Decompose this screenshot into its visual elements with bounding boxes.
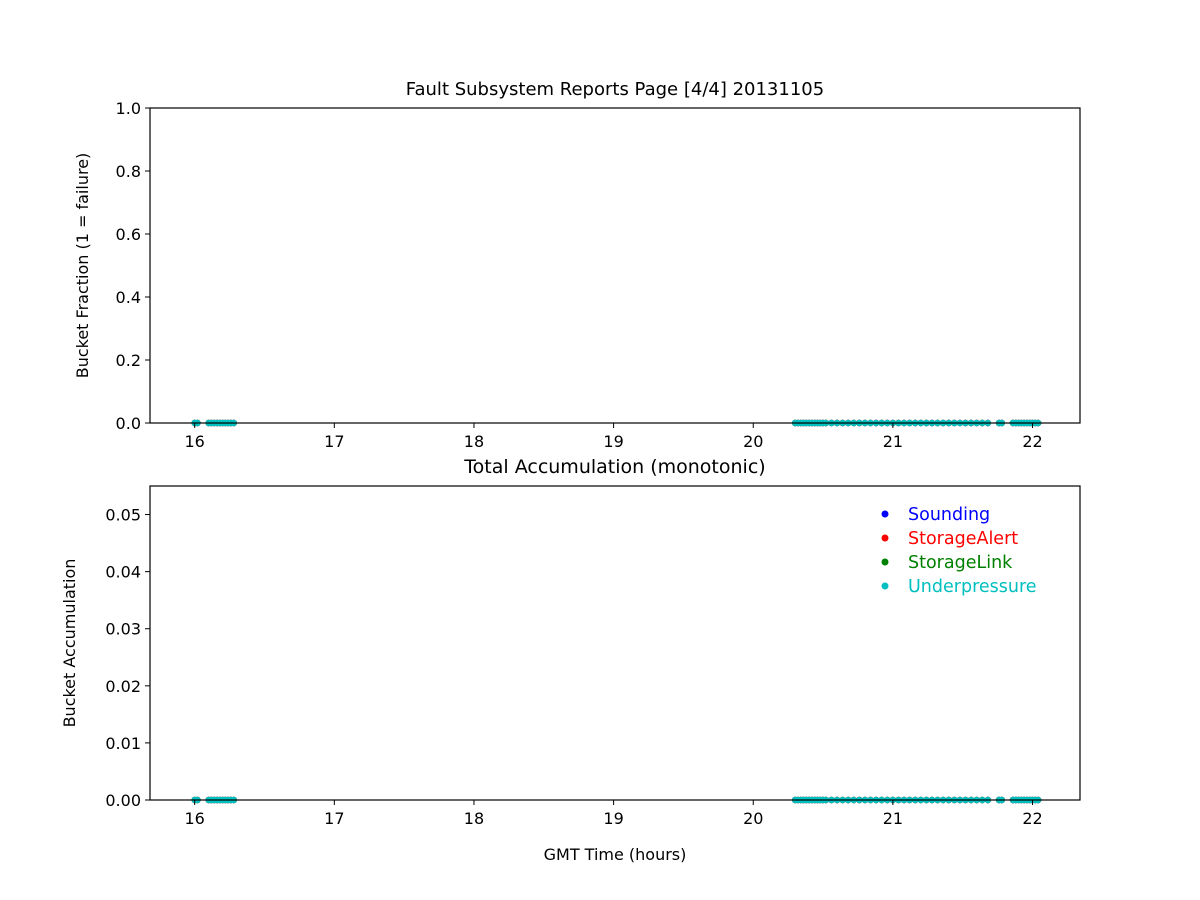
legend-marker [881, 582, 889, 590]
y-tick-label: 0.01 [105, 734, 141, 753]
chart-title: Fault Subsystem Reports Page [4/4] 20131… [406, 79, 824, 100]
x-tick-label: 22 [1022, 432, 1042, 451]
y-tick-label: 0.00 [105, 791, 141, 810]
x-tick-label: 16 [185, 809, 205, 828]
x-tick-label: 21 [883, 432, 903, 451]
legend-marker [881, 534, 889, 542]
y-tick-label: 0.05 [105, 506, 141, 525]
y-axis-label: Bucket Fraction (1 = failure) [73, 153, 92, 379]
x-tick-label: 17 [324, 432, 344, 451]
legend-label: StorageAlert [908, 529, 1018, 549]
y-tick-label: 0.03 [105, 620, 141, 639]
legend-marker [881, 558, 889, 566]
legend: Sounding StorageAlert StorageLink Underpres… [881, 505, 1037, 597]
axes-frame [149, 485, 1081, 801]
x-tick-label: 18 [464, 809, 484, 828]
x-tick-label: 19 [603, 809, 623, 828]
x-axis-label: GMT Time (hours) [544, 845, 687, 864]
x-tick-label: 21 [883, 809, 903, 828]
x-tick-label: 16 [185, 432, 205, 451]
x-tick-label: 20 [743, 432, 763, 451]
y-tick-label: 0.4 [116, 288, 141, 307]
y-tick-label: 0.6 [116, 225, 141, 244]
legend-label: StorageLink [908, 553, 1013, 573]
x-tick-label: 22 [1022, 809, 1042, 828]
y-tick-label: 1.0 [116, 99, 141, 118]
axes-frame [149, 107, 1081, 424]
legend-label: Underpressure [908, 577, 1037, 597]
x-tick-label: 18 [464, 432, 484, 451]
x-tick-label: 20 [743, 809, 763, 828]
x-tick-label: 19 [603, 432, 623, 451]
y-tick-label: 0.04 [105, 563, 141, 582]
x-tick-label: 17 [324, 809, 344, 828]
legend-marker [881, 510, 889, 518]
y-tick-label: 0.2 [116, 351, 141, 370]
y-tick-label: 0.02 [105, 677, 141, 696]
axes-1: Fault Subsystem Reports Page [4/4] 20131… [73, 79, 1081, 451]
y-tick-label: 0.8 [116, 162, 141, 181]
chart-title: Total Accumulation (monotonic) [463, 456, 765, 478]
y-tick-label: 0.0 [116, 414, 141, 433]
y-axis-label: Bucket Accumulation [60, 559, 79, 728]
axes-2: Total Accumulation (monotonic) 16 17 18 19 20… [60, 456, 1081, 864]
legend-label: Sounding [908, 505, 990, 525]
